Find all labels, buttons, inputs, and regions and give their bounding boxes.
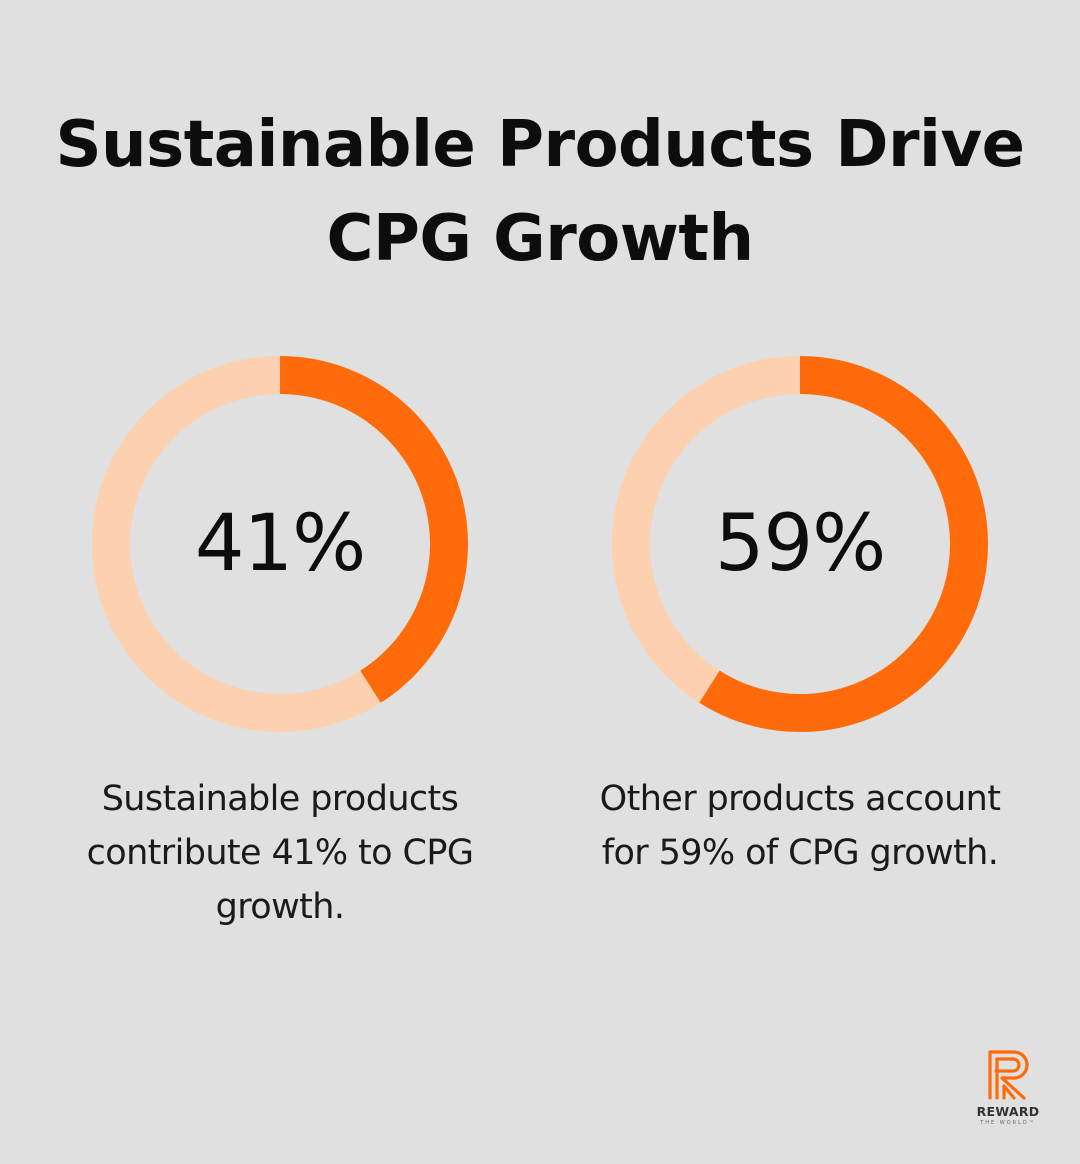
donut-svg — [92, 356, 468, 732]
donut-value-label: 41% — [194, 499, 366, 589]
logo-tagline: THE WORLD™ — [980, 1120, 1036, 1126]
donut-caption: Other products account for 59% of CPG gr… — [599, 779, 1001, 873]
donut-value-label: 59% — [714, 499, 886, 589]
donut-chart-sustainable: 41% — [90, 354, 470, 734]
donut-chart-other: 59% — [610, 354, 990, 734]
donut-caption: Sustainable products contribute 41% to C… — [86, 779, 474, 927]
page-title: Sustainable Products Drive CPG Growth — [55, 108, 1025, 276]
logo-wordmark: REWARD — [976, 1104, 1040, 1119]
r-logo-icon — [988, 1050, 1029, 1100]
donut-fill — [699, 356, 988, 732]
reward-logo: REWARD THE WORLD™ — [968, 1046, 1048, 1130]
donut-svg — [612, 356, 988, 732]
donut-fill — [279, 356, 468, 703]
